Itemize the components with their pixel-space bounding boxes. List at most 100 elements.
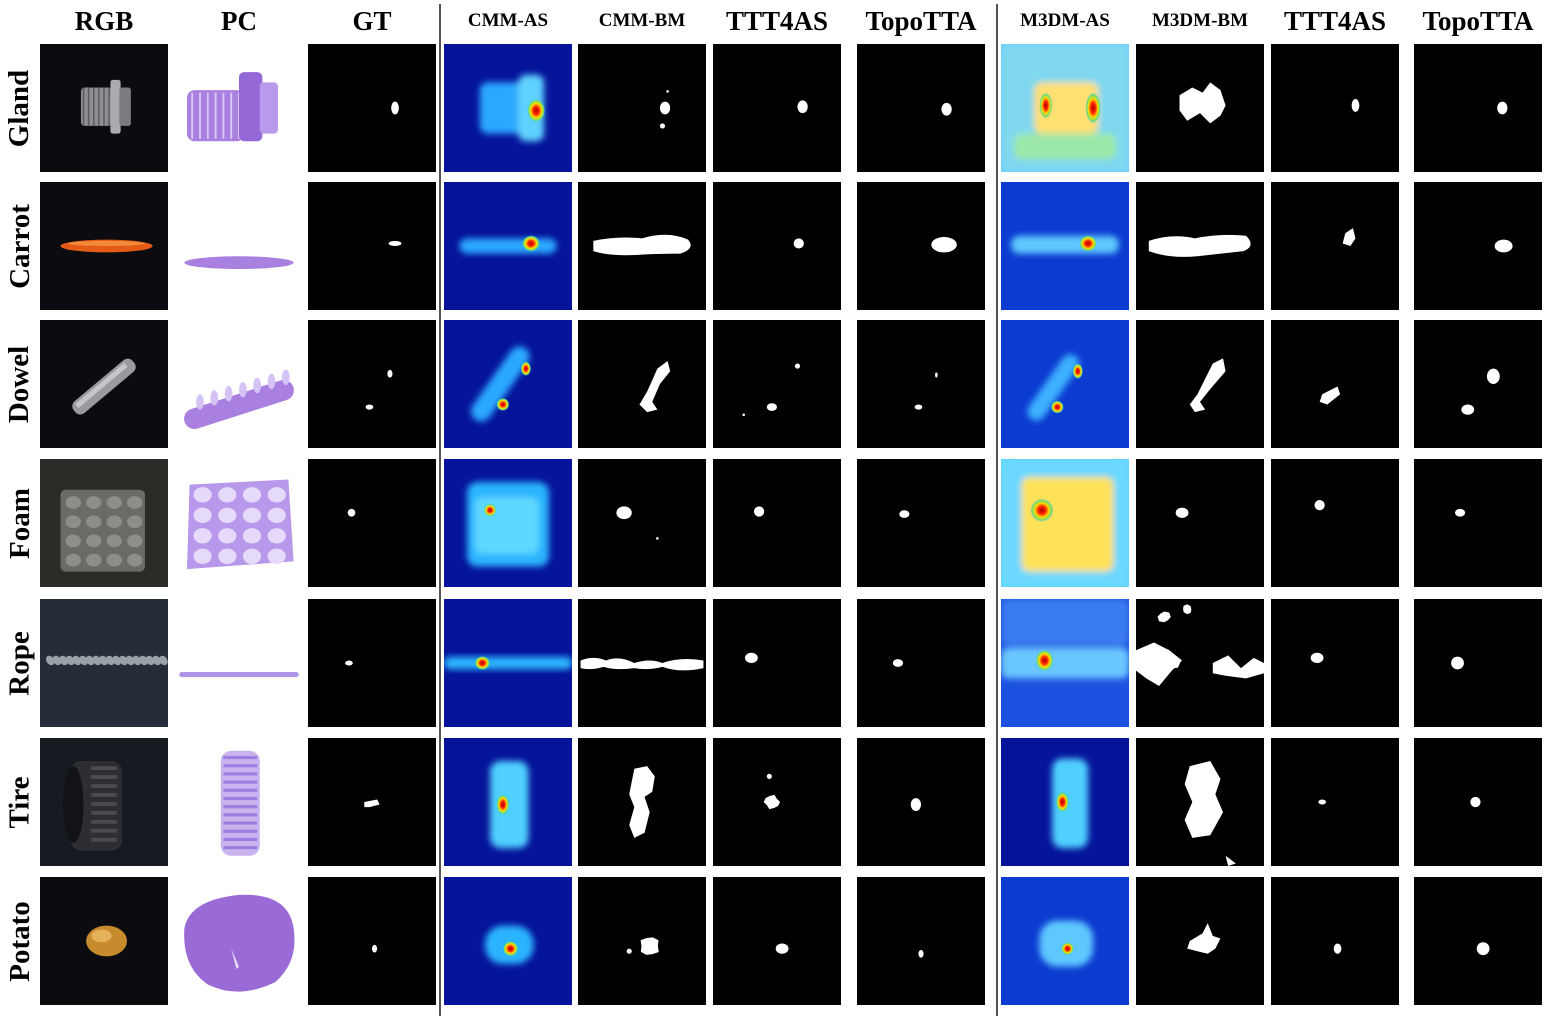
column-header-topotta-cmm: TopoTTA [865, 5, 977, 36]
row-label-text: Gland [3, 69, 36, 147]
image-foam-ttt4as-cmm [713, 459, 841, 587]
column-header-cmm-as: CMM-AS [467, 10, 549, 31]
image-rope-topotta-cmm [857, 599, 985, 727]
image-dowel-ttt4as-cmm [713, 320, 841, 448]
image-gland-ttt4as-m3dm [1271, 44, 1399, 172]
row-label-foam: Foam [0, 459, 40, 587]
image-carrot-rgb [40, 182, 168, 310]
row-label-tire: Tire [0, 738, 40, 866]
image-tire-ttt4as-cmm [713, 738, 841, 866]
image-dowel-m3dm-bm [1136, 320, 1264, 448]
image-foam-rgb [40, 459, 168, 587]
image-dowel-cmm-as [444, 320, 572, 448]
image-rope-ttt4as-m3dm [1271, 599, 1399, 727]
image-rope-rgb [40, 599, 168, 727]
group-separator-line [439, 4, 441, 1016]
column-header-rgb: RGB [74, 5, 134, 36]
image-foam-m3dm-bm [1136, 459, 1264, 587]
image-dowel-topotta-m3dm [1414, 320, 1542, 448]
image-rope-cmm-as [444, 599, 572, 727]
row-label-gland: Gland [0, 44, 40, 172]
row-label-text: Rope [3, 630, 36, 696]
image-gland-topotta-m3dm [1414, 44, 1542, 172]
image-rope-gt [308, 599, 436, 727]
image-potato-m3dm-bm [1136, 877, 1264, 1005]
row-label-rope: Rope [0, 599, 40, 727]
column-header-ttt4as-m3dm: TTT4AS [1283, 5, 1387, 36]
image-tire-pc [174, 738, 304, 866]
column-header-pc: PC [221, 5, 257, 36]
image-foam-cmm-bm [578, 459, 706, 587]
row-label-text: Carrot [3, 203, 36, 289]
image-gland-cmm-bm [578, 44, 706, 172]
image-dowel-cmm-bm [578, 320, 706, 448]
image-dowel-rgb [40, 320, 168, 448]
row-label-text: Tire [3, 775, 36, 829]
image-rope-m3dm-as [1001, 599, 1129, 727]
image-tire-cmm-as [444, 738, 572, 866]
image-foam-topotta-m3dm [1414, 459, 1542, 587]
image-foam-ttt4as-m3dm [1271, 459, 1399, 587]
image-rope-m3dm-bm [1136, 599, 1264, 727]
image-rope-cmm-bm [578, 599, 706, 727]
image-potato-cmm-as [444, 877, 572, 1005]
image-rope-topotta-m3dm [1414, 599, 1542, 727]
image-carrot-gt [308, 182, 436, 310]
image-carrot-cmm-bm [578, 182, 706, 310]
image-potato-ttt4as-m3dm [1271, 877, 1399, 1005]
image-carrot-m3dm-bm [1136, 182, 1264, 310]
image-potato-topotta-cmm [857, 877, 985, 1005]
row-label-text: Potato [3, 900, 36, 982]
image-carrot-topotta-cmm [857, 182, 985, 310]
image-dowel-m3dm-as [1001, 320, 1129, 448]
image-tire-rgb [40, 738, 168, 866]
image-foam-cmm-as [444, 459, 572, 587]
image-tire-cmm-bm [578, 738, 706, 866]
image-rope-ttt4as-cmm [713, 599, 841, 727]
image-gland-m3dm-as [1001, 44, 1129, 172]
image-foam-m3dm-as [1001, 459, 1129, 587]
image-gland-gt [308, 44, 436, 172]
image-carrot-pc [174, 182, 304, 310]
row-label-text: Dowel [3, 345, 36, 423]
group-separator-line [996, 4, 998, 1016]
image-gland-topotta-cmm [857, 44, 985, 172]
image-foam-gt [308, 459, 436, 587]
column-header-cmm-bm: CMM-BM [598, 10, 686, 31]
image-potato-m3dm-as [1001, 877, 1129, 1005]
image-carrot-m3dm-as [1001, 182, 1129, 310]
column-header-topotta-m3dm: TopoTTA [1422, 5, 1534, 36]
image-gland-pc [174, 44, 304, 172]
image-gland-m3dm-bm [1136, 44, 1264, 172]
image-tire-ttt4as-m3dm [1271, 738, 1399, 866]
row-label-text: Foam [3, 487, 36, 559]
image-gland-rgb [40, 44, 168, 172]
image-potato-pc [174, 877, 304, 1005]
image-potato-rgb [40, 877, 168, 1005]
image-potato-topotta-m3dm [1414, 877, 1542, 1005]
image-dowel-pc [174, 320, 304, 448]
column-header-m3dm-bm: M3DM-BM [1151, 10, 1249, 31]
image-tire-m3dm-as [1001, 738, 1129, 866]
image-foam-topotta-cmm [857, 459, 985, 587]
image-tire-topotta-m3dm [1414, 738, 1542, 866]
image-dowel-topotta-cmm [857, 320, 985, 448]
image-carrot-cmm-as [444, 182, 572, 310]
image-gland-ttt4as-cmm [713, 44, 841, 172]
row-label-carrot: Carrot [0, 182, 40, 310]
image-dowel-gt [308, 320, 436, 448]
row-label-potato: Potato [0, 877, 40, 1005]
column-header-ttt4as-cmm: TTT4AS [725, 5, 829, 36]
image-potato-ttt4as-cmm [713, 877, 841, 1005]
column-header-gt: GT [352, 5, 392, 36]
image-potato-cmm-bm [578, 877, 706, 1005]
image-gland-cmm-as [444, 44, 572, 172]
image-tire-gt [308, 738, 436, 866]
image-rope-pc [174, 599, 304, 727]
image-dowel-ttt4as-m3dm [1271, 320, 1399, 448]
image-potato-gt [308, 877, 436, 1005]
image-carrot-ttt4as-cmm [713, 182, 841, 310]
image-tire-topotta-cmm [857, 738, 985, 866]
column-header-m3dm-as: M3DM-AS [1020, 10, 1110, 31]
image-carrot-topotta-m3dm [1414, 182, 1542, 310]
